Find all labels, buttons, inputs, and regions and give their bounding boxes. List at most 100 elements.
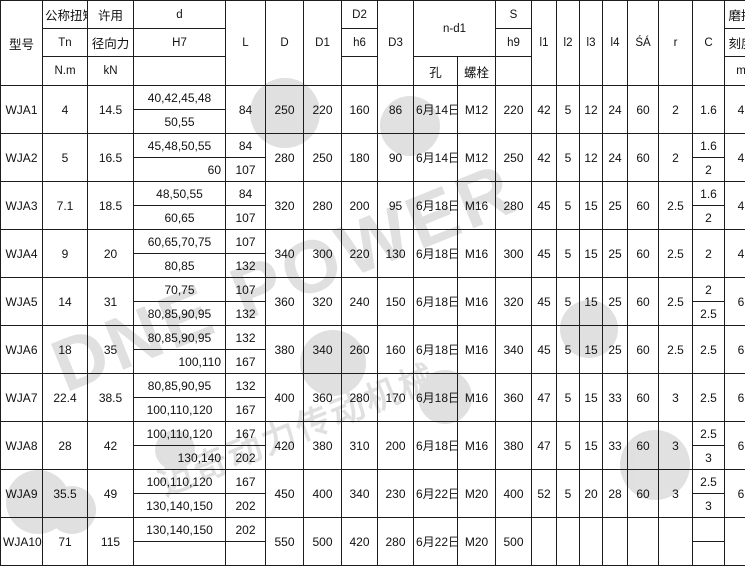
cell-r: 2.5 [658,229,693,278]
cell-radial-force: 49 [87,469,134,518]
cell-C-lower: 2 [692,205,725,230]
cell-L-lower: 107 [225,205,266,230]
cell-nd1-bolt: M16 [457,373,496,422]
th-SA: ŚÁ [627,0,659,86]
cell-wear: 6 [724,421,745,470]
cell-L-upper: 167 [225,421,266,446]
header-row-1: 型号 公称扭矩 许用 d L D D1 D2 D3 n-d1 S l1 l2 l… [0,0,745,86]
cell-L-upper: 202 [225,517,266,542]
cell-l4: 24 [602,85,628,134]
cell-D3: 130 [377,229,414,278]
cell-SA: 60 [627,181,659,230]
cell-l1: 47 [531,373,557,422]
cell-SA: 60 [627,133,659,182]
table-row: WJA2 5 16.5 45,48,50,55 84 280 250 180 90 6月14日 M1… [0,133,745,182]
cell-S: 360 [495,373,532,422]
cell-D1: 320 [303,277,342,326]
cell-C-upper: 2.5 [692,421,725,446]
cell-radial-force: 31 [87,277,134,326]
th-S-title: S [495,0,532,29]
cell-torque: 22.4 [42,373,88,422]
cell-C: 2 [692,229,725,278]
table-row: WJA5 14 31 70,75 107 360 320 240 150 6月18日 M16 320 4… [0,277,745,326]
th-nd1: n-d1 [413,0,496,57]
cell-D: 340 [265,229,304,278]
cell-model: WJA10 [0,517,43,566]
th-l2: l2 [556,0,580,86]
cell-wear: 4 [724,229,745,278]
table-row: WJA3 7.1 18.5 48,50,55 84 320 280 200 95 6月18日 M16… [0,181,745,230]
cell-l3: 15 [579,325,603,374]
cell-radial-force: 16.5 [87,133,134,182]
cell-nd1-bolt: M16 [457,277,496,326]
cell-torque: 14 [42,277,88,326]
table-row: WJA4 9 20 60,65,70,75 107 340 300 220 130 6月18日 M1… [0,229,745,278]
cell-S: 400 [495,469,532,518]
cell-D2: 280 [341,373,378,422]
cell-l4: 25 [602,229,628,278]
th-model: 型号 [0,0,43,86]
table-row: 60,65107221.8 [1,205,745,230]
cell-l3: 15 [579,421,603,470]
cell-model: WJA9 [0,469,43,518]
cell-D2: 310 [341,421,378,470]
cell-SA: 60 [627,469,659,518]
cell-d-upper: 100,110,120 [133,469,226,494]
cell-model: WJA4 [0,229,43,278]
cell-C-lower: 2.5 [692,301,725,326]
cell-model: WJA8 [0,421,43,470]
cell-L-lower: 202 [225,445,266,470]
cell-SA [627,517,659,566]
cell-wear [724,517,745,566]
cell-D2: 200 [341,181,378,230]
cell-D3: 230 [377,469,414,518]
cell-L-lower: 167 [225,397,266,422]
th-S-unit-blank [495,56,532,86]
cell-L-lower [225,541,266,566]
cell-d-upper: 60,65,70,75 [133,229,226,254]
cell-d-lower [133,541,226,566]
cell-C: 2.5 [692,325,725,374]
cell-l3: 15 [579,229,603,278]
cell-r: 2 [658,133,693,182]
cell-wear: 4 [724,181,745,230]
th-torque-unit: N.m [42,56,88,86]
table-row: 60107215.9 [1,157,745,182]
cell-l3: 15 [579,181,603,230]
cell-l2: 5 [556,421,580,470]
th-nd1-bolt: 螺栓 [457,56,496,86]
cell-L-lower: 132 [225,253,266,278]
th-d-title: d [133,0,226,29]
th-wear-sym: 刻度 [724,28,745,57]
cell-S: 280 [495,181,532,230]
cell-l3: 15 [579,277,603,326]
cell-D3: 160 [377,325,414,374]
cell-radial-force: 115 [87,517,134,566]
th-d-unit-blank [133,56,226,86]
cell-r: 2.5 [658,181,693,230]
cell-D2: 160 [341,85,378,134]
cell-d-upper: 40,42,45,48 [133,85,226,110]
th-radial-unit: kN [87,56,134,86]
th-radial-title: 许用 [87,0,134,29]
cell-l1: 45 [531,181,557,230]
th-l1: l1 [531,0,557,86]
cell-radial-force: 20 [87,229,134,278]
cell-d-lower: 100,110,120 [133,397,226,422]
th-L: L [225,0,266,86]
cell-l3: 12 [579,85,603,134]
cell-model: WJA5 [0,277,43,326]
cell-S: 380 [495,421,532,470]
cell-r: 2 [658,85,693,134]
cell-L-upper: 107 [225,229,266,254]
cell-model: WJA2 [0,133,43,182]
cell-l1: 45 [531,229,557,278]
cell-nd1-hole: 6月18日 [413,421,458,470]
cell-D: 280 [265,133,304,182]
cell-nd1-bolt: M16 [457,181,496,230]
cell-d-lower: 80,85 [133,253,226,278]
specification-table: 型号 公称扭矩 许用 d L D D1 D2 D3 n-d1 S l1 l2 l… [0,0,745,566]
cell-D: 380 [265,325,304,374]
cell-nd1-hole: 6月18日 [413,277,458,326]
table-row: WJA9 35.5 49 100,110,120 167 450 400 340 230 6月22… [0,469,745,518]
